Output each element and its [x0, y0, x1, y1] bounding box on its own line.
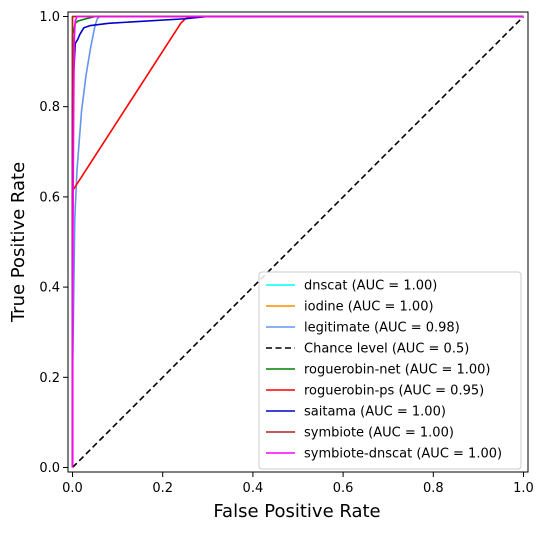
- plot-area: [67, 11, 529, 473]
- y-tick-label: 0.6: [39, 190, 60, 205]
- axes-frame: [67, 11, 529, 473]
- legend-label: symbiote (AUC = 1.00): [304, 426, 454, 441]
- y-tick-label: 0.8: [39, 100, 60, 115]
- legend-label: iodine (AUC = 1.00): [304, 300, 434, 315]
- series-line-9: [71, 15, 524, 468]
- x-tick-label: 0.6: [333, 481, 354, 496]
- series-line-3: [71, 15, 524, 468]
- y-axis-label: True Positive Rate: [8, 162, 29, 323]
- legend-label: symbiote-dnscat (AUC = 1.00): [304, 447, 502, 462]
- x-tick-label: 1.0: [513, 481, 534, 496]
- series-lines: [71, 15, 525, 469]
- x-axis-label: False Positive Rate: [213, 501, 380, 522]
- x-tick-label: 0.2: [152, 481, 173, 496]
- legend: dnscat (AUC = 1.00) iodine (AUC = 1.00) le…: [258, 271, 522, 470]
- y-tick-label: 0.2: [39, 371, 60, 386]
- x-tick-label: 0.8: [423, 481, 444, 496]
- legend-label: roguerobin-ps (AUC = 0.95): [304, 384, 484, 399]
- y-tick-label: 0.4: [39, 281, 60, 296]
- y-tick-label: 0.0: [39, 461, 60, 476]
- y-tick-label: 1.0: [39, 10, 60, 25]
- x-tick-label: 0.0: [62, 481, 83, 496]
- legend-label: Chance level (AUC = 0.5): [304, 342, 469, 357]
- legend-label: roguerobin-net (AUC = 1.00): [304, 363, 491, 378]
- axis-ticks: 0.0 0.2 0.4 0.6 0.8 1.0 0.0 0.2 0.4 0.6 0.8 1.0: [39, 10, 534, 496]
- series-line-4: [71, 15, 525, 469]
- legend-label: dnscat (AUC = 1.00): [304, 279, 437, 294]
- legend-label: legitimate (AUC = 0.98): [304, 321, 460, 336]
- x-tick-label: 0.4: [243, 481, 264, 496]
- legend-label: saitama (AUC = 1.00): [304, 405, 446, 420]
- legend-box: [258, 271, 522, 470]
